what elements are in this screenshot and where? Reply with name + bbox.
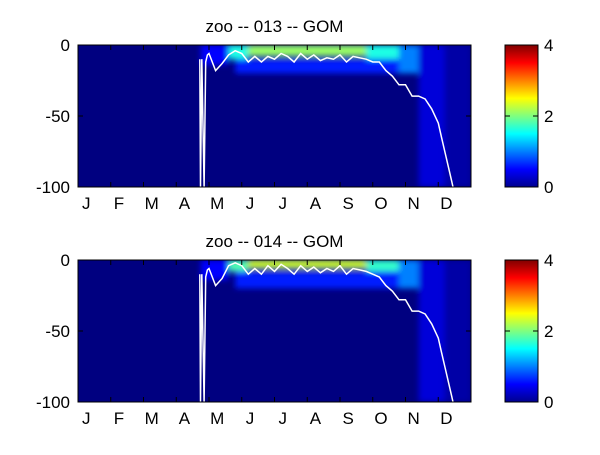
heatmap-cell — [398, 45, 419, 74]
x-tick-label: S — [343, 194, 354, 213]
x-tick-label: M — [210, 194, 224, 213]
heatmap-cell — [200, 260, 229, 280]
x-tick-label: O — [374, 409, 387, 428]
y-tick-label: -50 — [45, 107, 70, 126]
colorbar-tick-label: 2 — [544, 322, 553, 341]
x-tick-label: F — [114, 194, 124, 213]
x-tick-label: N — [408, 409, 420, 428]
x-tick-label: M — [145, 409, 159, 428]
plot-title: zoo -- 013 -- GOM — [206, 17, 344, 36]
heatmap-cell — [366, 45, 399, 60]
x-tick-label: J — [82, 194, 91, 213]
colorbar-tick-label: 4 — [544, 36, 553, 55]
x-tick-label: N — [408, 194, 420, 213]
heatmap-cell — [248, 45, 367, 57]
y-tick-label: 0 — [61, 251, 70, 270]
heatmap-cell — [366, 260, 399, 275]
x-tick-label: A — [310, 194, 322, 213]
y-tick-label: -50 — [45, 322, 70, 341]
plot-title: zoo -- 014 -- GOM — [206, 232, 344, 251]
colorbar-tick-label: 2 — [544, 107, 553, 126]
x-tick-label: J — [278, 194, 287, 213]
colorbar: 0 2 4 — [504, 36, 553, 197]
x-tick-label: O — [374, 194, 387, 213]
colorbar: 0 2 4 — [504, 251, 553, 412]
heatmap-field — [200, 45, 471, 187]
y-tick-label: -100 — [36, 393, 70, 412]
colorbar-gradient — [505, 260, 538, 402]
colorbar-gradient — [505, 45, 538, 187]
contour-line — [199, 261, 454, 402]
heatmap-cell — [418, 45, 445, 187]
heatmap-cell — [235, 59, 399, 74]
y-tick-label: -100 — [36, 178, 70, 197]
colorbar-tick-label: 4 — [544, 251, 553, 270]
x-tick-label: M — [145, 194, 159, 213]
x-tick-label: A — [310, 409, 322, 428]
x-tick-label: J — [246, 409, 255, 428]
x-tick-label: M — [210, 409, 224, 428]
colorbar-tick-label: 0 — [544, 178, 553, 197]
heatmap-cell — [228, 260, 249, 272]
x-tick-label: A — [179, 409, 191, 428]
x-tick-label: J — [82, 409, 91, 428]
x-tick-label: S — [343, 409, 354, 428]
heatmap-cell — [235, 271, 399, 289]
heatmap-field-blur — [200, 45, 471, 187]
x-tick-label: J — [246, 194, 255, 213]
contour-line — [199, 49, 454, 187]
x-tick-label: J — [278, 409, 287, 428]
heatmap-cell — [418, 260, 445, 402]
x-tick-label: A — [179, 194, 191, 213]
x-tick-label: D — [440, 194, 452, 213]
heatmap-cell — [398, 260, 419, 289]
colorbar-tick-label: 0 — [544, 393, 553, 412]
x-tick-label: F — [114, 409, 124, 428]
y-tick-label: 0 — [61, 36, 70, 55]
x-tick-label: D — [440, 409, 452, 428]
heatmap-cell — [200, 45, 229, 65]
